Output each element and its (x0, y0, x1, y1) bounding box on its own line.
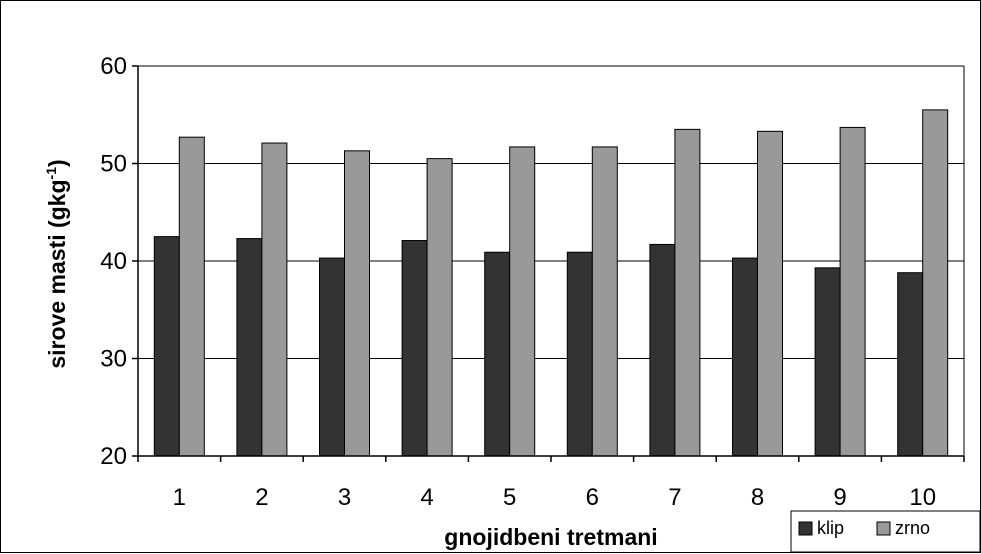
x-tick-labels: 1 2 3 4 5 6 7 8 9 10 (173, 484, 936, 511)
bars (153, 109, 949, 457)
bar-klip-5 (484, 251, 511, 457)
x-tick-label: 6 (586, 484, 599, 511)
bar-zrno-4 (426, 158, 453, 457)
bar-zrno-6 (591, 146, 618, 457)
axes (132, 65, 965, 462)
y-tick-label: 30 (100, 346, 127, 373)
x-tick-label: 1 (173, 484, 186, 511)
legend-swatch-zrno (876, 521, 891, 536)
y-tick-labels: 20 30 40 50 60 (100, 53, 127, 470)
y-axis-title-superscript: -1 (43, 167, 59, 180)
bar-zrno-2 (261, 142, 288, 457)
x-tick-label: 3 (338, 484, 351, 511)
x-tick-label: 9 (833, 484, 846, 511)
x-tick-label: 8 (751, 484, 764, 511)
x-tick-label: 4 (420, 484, 433, 511)
x-axis-title: gnojidbeni tretmani (444, 524, 657, 550)
bar-zrno-7 (674, 128, 701, 457)
bar-klip-10 (897, 272, 924, 457)
x-tick-label: 5 (503, 484, 516, 511)
bar-klip-6 (566, 251, 593, 457)
bar-klip-9 (814, 267, 841, 457)
bar-klip-4 (401, 240, 428, 457)
bar-klip-2 (236, 238, 263, 457)
legend: klip zrno (790, 510, 981, 553)
bar-zrno-9 (839, 126, 866, 457)
x-tick-label: 2 (255, 484, 268, 511)
x-tick-label: 7 (668, 484, 681, 511)
bar-zrno-10 (922, 109, 949, 457)
bar-zrno-5 (509, 146, 536, 457)
y-axis-title-close: ) (44, 159, 70, 167)
y-tick-label: 60 (100, 53, 127, 80)
bar-klip-8 (732, 257, 758, 457)
bar-klip-7 (649, 243, 676, 457)
legend-label-klip: klip (817, 518, 844, 538)
y-tick-label: 50 (100, 151, 127, 178)
bar-zrno-1 (178, 136, 205, 457)
bar-zrno-3 (344, 150, 370, 457)
y-axis-title: sirove masti (gkg-1) (43, 159, 70, 368)
bar-zrno-8 (757, 130, 783, 457)
legend-label-zrno: zrno (895, 518, 930, 538)
y-tick-label: 20 (100, 443, 127, 470)
bar-klip-1 (153, 236, 180, 457)
bar-klip-3 (319, 257, 345, 457)
y-axis-title-main: sirove masti (gkg (44, 179, 70, 368)
x-tick-label: 10 (909, 484, 936, 511)
legend-swatch-klip (798, 521, 813, 536)
y-tick-label: 40 (100, 248, 127, 275)
